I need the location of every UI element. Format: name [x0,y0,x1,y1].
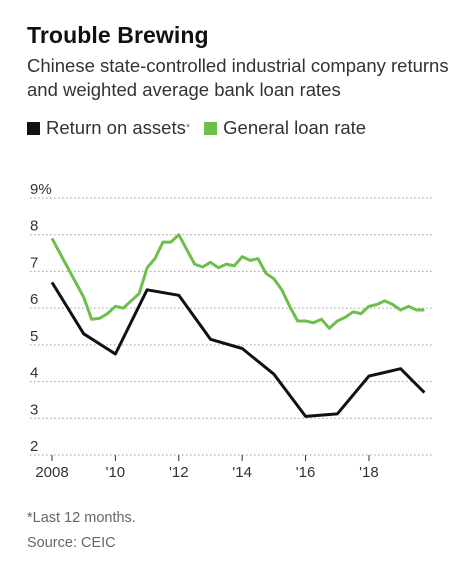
y-tick-label-9: 9% [30,181,52,198]
chart-subtitle: Chinese state-controlled industrial comp… [27,55,449,100]
legend-swatch-return-on-assets [27,121,40,135]
y-tick-label-7: 7 [30,254,38,271]
source-note: Source: CEIC [27,535,116,551]
x-tick-label-2010: '10 [106,464,126,481]
legend-swatch-general-loan-rate [204,121,218,135]
series-line-return-on-assets [50,281,426,418]
legend-label-return-on-assets: Return on assets [46,117,186,138]
chart-title: Trouble Brewing [27,22,209,48]
series-line-general-loan-rate [50,233,425,330]
legend: Return on assets * General loan rate [27,117,380,139]
y-tick-label-3: 3 [30,401,38,418]
y-tick-label-8: 8 [30,218,38,235]
y-tick-label-5: 5 [30,328,38,345]
footnote: *Last 12 months. [27,510,136,526]
x-tick-label-2018: '18 [359,464,379,481]
legend-item-general-loan-rate: General loan rate [204,117,366,139]
legend-footnote-mark: * [185,122,191,134]
legend-item-return-on-assets: Return on assets * [27,117,190,139]
y-tick-label-2: 2 [30,438,38,455]
legend-label-general-loan-rate: General loan rate [223,117,367,138]
x-tick-label-2008: 2008 [35,464,68,481]
x-tick-label-2012: '12 [169,464,189,481]
y-tick-label-4: 4 [30,365,38,382]
x-tick-label-2014: '14 [232,464,252,481]
y-tick-label-6: 6 [30,291,38,308]
x-tick-label-2016: '16 [296,464,316,481]
